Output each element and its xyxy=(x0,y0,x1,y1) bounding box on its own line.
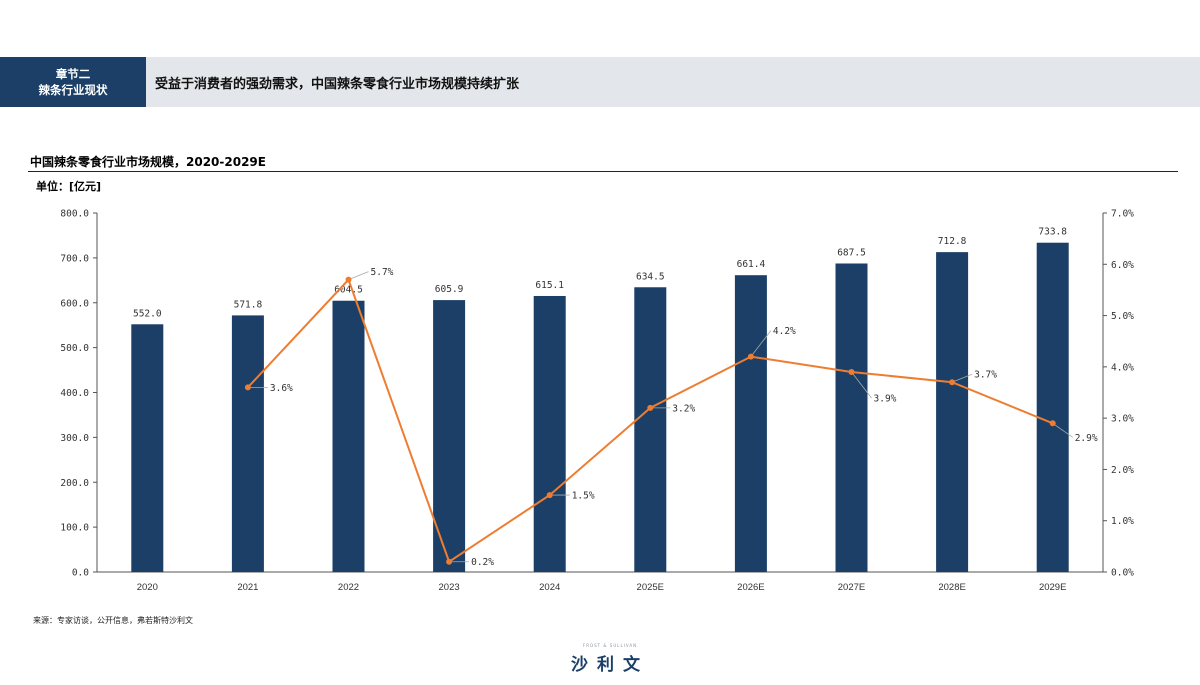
brand-logo: 沙利文 xyxy=(571,655,649,675)
line-value-label: 0.2% xyxy=(471,557,494,568)
y-left-tick-label: 600.0 xyxy=(60,298,89,309)
y-left-tick-label: 700.0 xyxy=(60,253,89,264)
line-value-label: 1.5% xyxy=(572,491,595,502)
bar xyxy=(936,252,969,573)
bar xyxy=(835,263,868,572)
bar xyxy=(734,275,767,572)
line-value-label: 3.2% xyxy=(672,403,695,414)
y-right-tick-label: 6.0% xyxy=(1111,260,1134,271)
line-label-leader xyxy=(1052,422,1073,438)
brand-tagline: FROST & SULLIVAN xyxy=(582,643,638,648)
x-tick-label: 2025E xyxy=(637,582,664,593)
y-left-tick-label: 200.0 xyxy=(60,478,89,489)
line-label-leader xyxy=(750,330,772,357)
section-number: 章节二 xyxy=(55,67,91,81)
x-tick-label: 2022 xyxy=(338,582,359,593)
line-value-label: 3.7% xyxy=(974,370,997,381)
page-headline: 受益于消费者的强劲需求，中国辣条零食行业市场规模持续扩张 xyxy=(155,76,520,92)
y-right-tick-label: 2.0% xyxy=(1111,465,1134,476)
growth-rate-point xyxy=(1049,420,1056,427)
line-label-leader xyxy=(951,373,973,383)
line-value-label: 2.9% xyxy=(1075,433,1098,444)
bar-value-label: 733.8 xyxy=(1038,227,1067,238)
bar-value-label: 571.8 xyxy=(234,299,263,310)
growth-rate-point xyxy=(949,379,956,386)
bar xyxy=(332,300,365,572)
y-right-tick-label: 4.0% xyxy=(1111,362,1134,373)
bar-value-label: 605.9 xyxy=(435,284,464,295)
bar-value-label: 615.1 xyxy=(535,280,564,291)
line-value-label: 3.9% xyxy=(874,393,897,404)
bar xyxy=(131,324,164,572)
bar xyxy=(1036,242,1069,572)
growth-rate-point xyxy=(244,384,251,391)
section-tag: 章节二 辣条行业现状 xyxy=(0,57,146,107)
x-tick-label: 2026E xyxy=(737,582,764,593)
y-left-tick-label: 0.0 xyxy=(72,568,89,579)
source-note: 来源：专家访谈，公开信息，弗若斯特沙利文 xyxy=(33,616,193,625)
bar-value-label: 604.5 xyxy=(334,285,363,296)
bar-value-label: 687.5 xyxy=(837,247,866,258)
line-label-leader xyxy=(851,371,872,399)
y-right-tick-label: 0.0% xyxy=(1111,568,1134,579)
section-title: 辣条行业现状 xyxy=(38,83,108,97)
x-tick-label: 2029E xyxy=(1039,582,1066,593)
bar xyxy=(533,295,566,572)
header-bar xyxy=(0,57,1200,107)
growth-rate-point xyxy=(546,492,553,499)
y-left-tick-label: 300.0 xyxy=(60,433,89,444)
line-label-leader xyxy=(348,271,369,281)
y-right-tick-label: 1.0% xyxy=(1111,516,1134,527)
chart-title: 中国辣条零食行业市场规模，2020-2029E xyxy=(30,155,266,169)
y-left-tick-label: 400.0 xyxy=(60,388,89,399)
bar-value-label: 552.0 xyxy=(133,308,162,319)
bar xyxy=(433,300,466,572)
bar xyxy=(634,287,667,572)
growth-rate-point xyxy=(345,276,352,283)
y-right-tick-label: 3.0% xyxy=(1111,414,1134,425)
y-left-tick-label: 100.0 xyxy=(60,523,89,534)
y-left-tick-label: 800.0 xyxy=(60,209,89,220)
x-tick-label: 2028E xyxy=(938,582,965,593)
bar-value-label: 712.8 xyxy=(938,236,967,247)
line-value-label: 3.6% xyxy=(270,383,293,394)
x-tick-label: 2024 xyxy=(539,582,560,593)
y-right-tick-label: 5.0% xyxy=(1111,311,1134,322)
growth-rate-point xyxy=(446,558,453,565)
y-right-tick-label: 7.0% xyxy=(1111,209,1134,220)
title-divider xyxy=(28,171,1178,172)
bar-value-label: 661.4 xyxy=(737,259,766,270)
x-tick-label: 2023 xyxy=(439,582,460,593)
x-tick-label: 2021 xyxy=(237,582,258,593)
line-value-label: 5.7% xyxy=(371,267,394,278)
bar xyxy=(231,315,264,572)
line-value-label: 4.2% xyxy=(773,326,796,337)
unit-label: 单位：[亿元] xyxy=(36,180,102,193)
growth-rate-point xyxy=(647,404,654,411)
x-tick-label: 2027E xyxy=(838,582,865,593)
growth-rate-point xyxy=(747,353,754,360)
x-tick-label: 2020 xyxy=(137,582,158,593)
y-left-tick-label: 500.0 xyxy=(60,343,89,354)
growth-rate-point xyxy=(848,368,855,375)
bar-value-label: 634.5 xyxy=(636,271,665,282)
